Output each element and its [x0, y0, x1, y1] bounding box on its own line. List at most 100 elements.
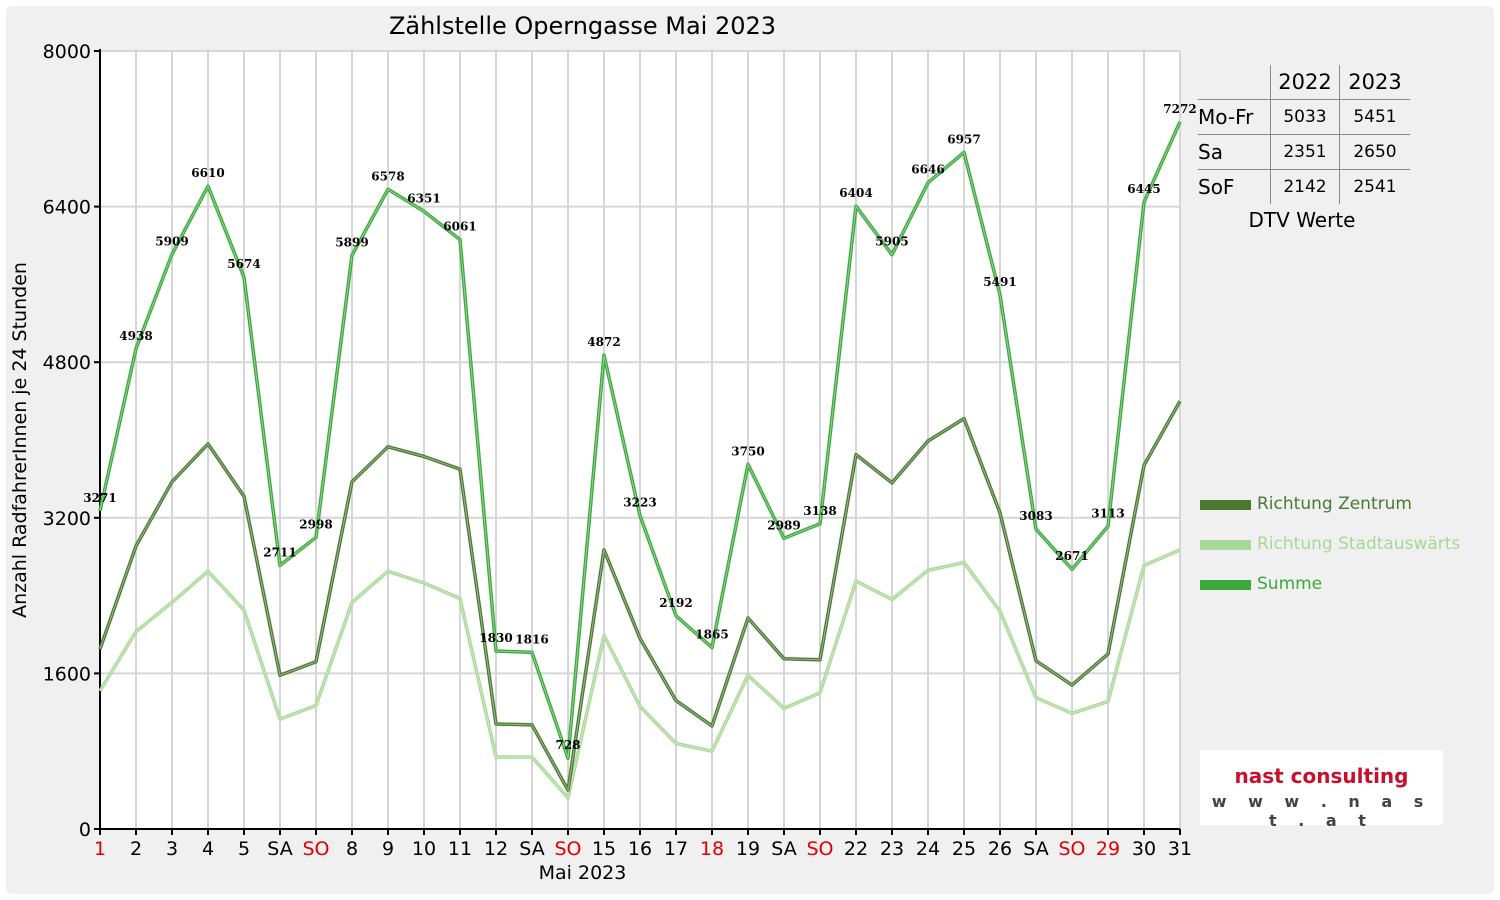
y-tick-label: 1600: [43, 663, 91, 685]
x-tick-label: SO: [554, 838, 581, 860]
x-tick-label: 31: [1168, 838, 1192, 860]
y-tick-label: 0: [79, 819, 91, 841]
x-tick-label: 18: [700, 838, 724, 860]
logo-url: w w w . n a s t . a t: [1211, 792, 1432, 830]
x-tick-label: 25: [952, 838, 976, 860]
legend-label-stadtauswaerts: Richtung Stadtauswärts: [1257, 534, 1461, 554]
legend-label-summe: Summe: [1257, 574, 1323, 594]
dtv-header-2023: 2023: [1339, 65, 1410, 100]
y-tick-label: 4800: [43, 352, 91, 374]
data-label: 3113: [1091, 506, 1124, 520]
data-label: 6061: [443, 220, 476, 234]
data-label: 6351: [407, 191, 440, 205]
data-label: 4872: [587, 335, 620, 349]
dtv-cell: 2650: [1339, 134, 1410, 170]
x-tick-label: SA: [771, 838, 796, 860]
x-tick-label: 16: [628, 838, 652, 860]
x-tick-label: 22: [844, 838, 868, 860]
x-tick-label: SA: [1023, 838, 1048, 860]
dtv-row-label: SoF: [1198, 169, 1271, 204]
data-label: 2192: [659, 596, 692, 610]
x-tick-label: 10: [412, 838, 436, 860]
data-label: 2711: [263, 545, 296, 559]
data-label: 2671: [1055, 549, 1088, 563]
x-tick-label: 26: [988, 838, 1012, 860]
dtv-cell: 5033: [1270, 99, 1340, 135]
data-label: 6610: [191, 166, 224, 180]
x-axis-label: Mai 2023: [538, 862, 627, 884]
legend-swatch-summe: [1200, 580, 1251, 590]
x-tick-label: 30: [1132, 838, 1156, 860]
x-tick-label: 4: [202, 838, 214, 860]
data-label: 5899: [335, 235, 368, 249]
y-tick-label: 6400: [43, 197, 91, 219]
logo-name: nast consulting: [1234, 764, 1409, 788]
dtv-cell: 5451: [1339, 99, 1410, 135]
dtv-cell: 2541: [1339, 169, 1410, 204]
x-tick-label: 11: [448, 838, 472, 860]
data-label: 6646: [911, 163, 944, 177]
y-tick-label: 8000: [43, 41, 91, 63]
x-tick-label: SO: [806, 838, 833, 860]
dtv-row-sa: Sa 2351 2650: [1198, 134, 1410, 170]
data-label: 6578: [371, 169, 404, 183]
x-tick-label: 1: [94, 838, 106, 860]
series-line-1: [98, 548, 1181, 800]
data-label: 6445: [1127, 182, 1160, 196]
dtv-cell: 2142: [1270, 169, 1340, 204]
x-tick-label: 15: [592, 838, 616, 860]
dtv-header-corner: [1198, 65, 1271, 100]
dtv-row-label: Mo-Fr: [1198, 99, 1271, 135]
x-tick-label: 5: [238, 838, 250, 860]
data-label: 3138: [803, 504, 836, 518]
dtv-row-label: Sa: [1198, 134, 1271, 170]
x-tick-label: 24: [916, 838, 940, 860]
x-tick-label: 29: [1096, 838, 1120, 860]
data-label: 5674: [227, 257, 260, 271]
x-tick-label: SA: [519, 838, 544, 860]
x-tick-label: 12: [484, 838, 508, 860]
x-tick-label: 19: [736, 838, 760, 860]
x-tick-label: 17: [664, 838, 688, 860]
x-tick-label: 2: [130, 838, 142, 860]
y-tick-label: 3200: [43, 508, 91, 530]
data-label: 3271: [83, 491, 116, 505]
data-label: 2989: [767, 518, 800, 532]
x-tick-label: SO: [1058, 838, 1085, 860]
data-label: 5491: [983, 275, 1016, 289]
data-label: 1865: [695, 628, 728, 642]
dtv-table: 2022 2023 Mo-Fr 5033 5451 Sa 2351 2650 S…: [1198, 65, 1410, 204]
data-label: 3223: [623, 496, 656, 510]
legend-swatch-zentrum: [1200, 500, 1251, 510]
data-label: 2998: [299, 517, 332, 531]
data-label: 6957: [947, 132, 980, 146]
dtv-header-2022: 2022: [1270, 65, 1340, 100]
x-tick-label: SA: [267, 838, 292, 860]
data-label: 4938: [119, 329, 152, 343]
data-label: 1816: [515, 632, 548, 646]
chart-title: Zählstelle Operngasse Mai 2023: [388, 12, 777, 40]
dtv-cell: 2351: [1270, 134, 1340, 170]
x-tick-label: 3: [166, 838, 178, 860]
data-label: 5905: [875, 235, 908, 249]
dtv-row-sof: SoF 2142 2541: [1198, 169, 1410, 204]
dtv-header-row: 2022 2023: [1198, 65, 1410, 100]
data-label: 728: [555, 738, 580, 752]
data-label: 5909: [155, 234, 188, 248]
data-label: 3083: [1019, 509, 1052, 523]
series-line-highlight-1: [99, 549, 1181, 799]
series-line-2: [98, 121, 1182, 760]
series-line-highlight-0: [99, 400, 1181, 792]
data-label: 3750: [731, 444, 764, 458]
data-label: 6404: [839, 186, 872, 200]
data-label: 7272: [1163, 102, 1196, 116]
x-tick-label: 23: [880, 838, 904, 860]
series-line-0: [98, 400, 1182, 792]
x-tick-label: SO: [302, 838, 329, 860]
nast-consulting-logo: nast consulting w w w . n a s t . a t: [1200, 750, 1443, 830]
dtv-caption: DTV Werte: [1248, 208, 1356, 232]
dtv-row-mofr: Mo-Fr 5033 5451: [1198, 99, 1410, 135]
data-label: 1830: [479, 631, 512, 645]
legend-label-zentrum: Richtung Zentrum: [1257, 494, 1412, 514]
